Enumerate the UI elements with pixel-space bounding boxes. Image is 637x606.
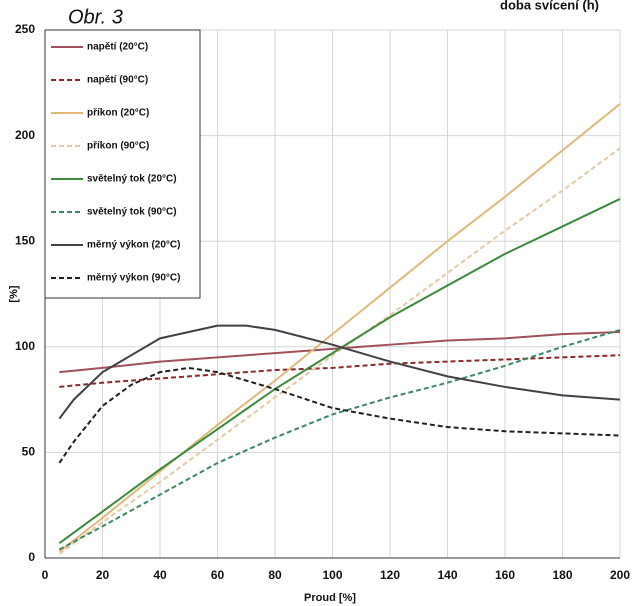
y-tick-label: 200 xyxy=(15,128,35,142)
x-axis-label: Proud [%] xyxy=(304,592,356,604)
y-tick-label: 100 xyxy=(15,339,35,353)
legend-label: měrný výkon (20°C) xyxy=(87,240,180,251)
chart-title: Obr. 3 xyxy=(68,6,123,28)
line-series xyxy=(58,328,621,551)
legend-label: napětí (20°C) xyxy=(87,42,148,53)
y-tick-label: 250 xyxy=(15,22,35,36)
line-series xyxy=(58,366,621,464)
line-series xyxy=(58,324,621,420)
line-series xyxy=(59,331,621,374)
line-series xyxy=(58,147,621,555)
line-series xyxy=(58,198,621,545)
x-tick-label: 160 xyxy=(495,568,515,582)
y-axis-label: [%] xyxy=(8,285,20,302)
x-tick-label: 200 xyxy=(610,568,630,582)
legend-label: světelný tok (90°C) xyxy=(87,207,177,218)
x-tick-label: 140 xyxy=(437,568,457,582)
legend-label: příkon (90°C) xyxy=(87,141,149,152)
legend-label: světelný tok (20°C) xyxy=(87,174,177,185)
x-tick-label: 120 xyxy=(380,568,400,582)
line-series xyxy=(59,354,621,388)
x-tick-label: 100 xyxy=(322,568,342,582)
x-tick-label: 40 xyxy=(153,568,167,582)
x-tick-label: 180 xyxy=(552,568,572,582)
x-tick-label: 0 xyxy=(42,568,49,582)
y-tick-label: 150 xyxy=(15,233,35,247)
line-series xyxy=(58,103,621,553)
x-tick-label: 80 xyxy=(268,568,282,582)
annotation: doba svícení (h) xyxy=(500,0,599,12)
y-tick-label: 50 xyxy=(22,445,36,459)
legend-label: měrný výkon (90°C) xyxy=(87,273,180,284)
legend-label: napětí (90°C) xyxy=(87,75,148,86)
legend-box xyxy=(44,29,201,299)
x-tick-label: 60 xyxy=(211,568,225,582)
legend-label: příkon (20°C) xyxy=(87,108,149,119)
x-tick-label: 20 xyxy=(96,568,110,582)
y-tick-label: 0 xyxy=(28,550,35,564)
